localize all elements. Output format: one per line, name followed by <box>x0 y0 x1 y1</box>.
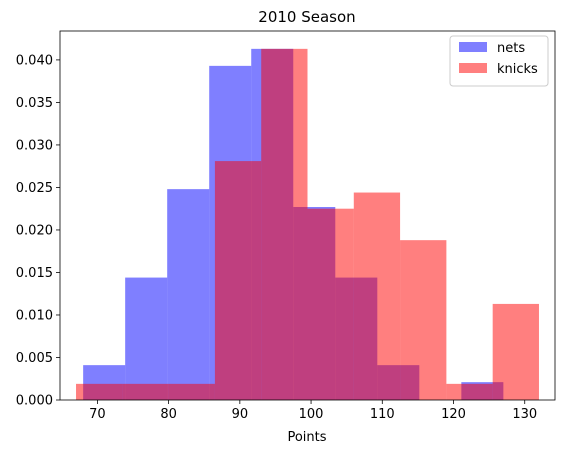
nets-bar <box>167 189 210 400</box>
y-tick-label: 0.020 <box>16 223 53 238</box>
x-tick-label: 120 <box>441 407 466 422</box>
nets-bar <box>125 277 168 400</box>
y-tick-label: 0.000 <box>16 394 53 409</box>
bars-layer <box>76 48 539 401</box>
legend-swatch-knicks <box>459 63 487 73</box>
knicks-bar <box>122 383 169 400</box>
knicks-bar <box>353 192 401 400</box>
knicks-bar <box>400 240 447 400</box>
legend: nets knicks <box>449 35 549 87</box>
knicks-bar <box>214 161 262 400</box>
knicks-bar <box>168 383 215 400</box>
y-tick-label: 0.040 <box>16 53 53 68</box>
knicks-bar <box>446 383 493 400</box>
y-tick-label: 0.025 <box>16 181 53 196</box>
knicks-bar <box>492 303 539 400</box>
legend-label-nets: nets <box>497 41 525 56</box>
x-tick-label: 80 <box>160 407 177 422</box>
knicks-bar <box>307 208 354 400</box>
y-tick-label: 0.035 <box>16 96 53 111</box>
x-tick-label: 100 <box>299 407 324 422</box>
knicks-bar <box>76 383 123 400</box>
x-tick-label: 110 <box>370 407 395 422</box>
series-knicks <box>76 48 539 400</box>
x-tick-label: 70 <box>89 407 106 422</box>
x-axis-label: Points <box>287 430 326 445</box>
y-tick-label: 0.010 <box>16 308 53 323</box>
x-tick-label: 130 <box>512 407 537 422</box>
y-tick-label: 0.030 <box>16 138 53 153</box>
chart-title: 2010 Season <box>258 8 355 26</box>
legend-label-knicks: knicks <box>497 62 538 77</box>
plot-frame <box>59 30 556 401</box>
knicks-bar <box>261 48 308 400</box>
legend-swatch-nets <box>459 42 487 52</box>
x-tick-label: 90 <box>232 407 249 422</box>
axes-layer: 70 80 90 100 110 120 130 0.000 0.005 0.010 0.015 0.… <box>16 30 556 422</box>
y-tick-label: 0.015 <box>16 266 53 281</box>
y-tick-label: 0.005 <box>16 351 53 366</box>
